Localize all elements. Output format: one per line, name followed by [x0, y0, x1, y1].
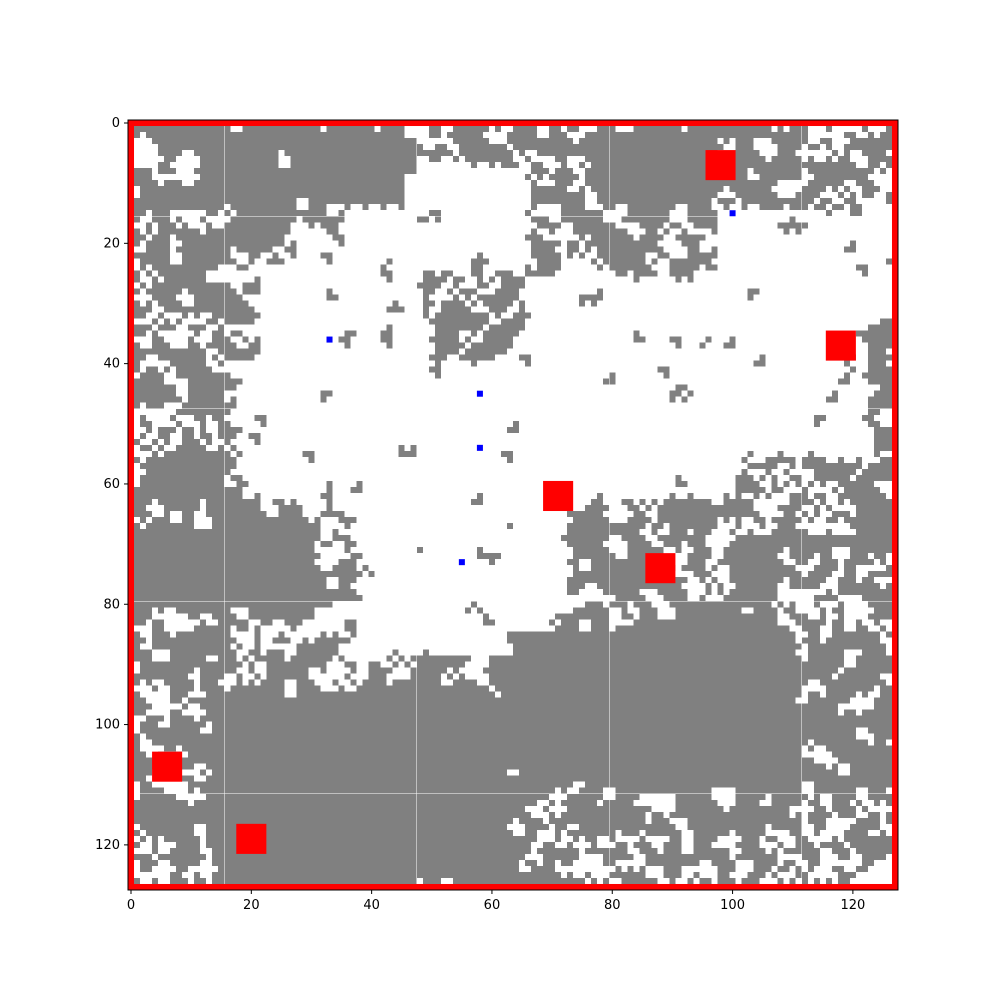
grid-cells [128, 120, 898, 890]
boundary-edge-0 [128, 120, 898, 127]
x-tick-label: 0 [127, 898, 135, 913]
agent-marker [458, 559, 465, 566]
x-tick-label: 120 [840, 898, 865, 913]
goal-marker [152, 751, 183, 782]
y-tick-label: 100 [95, 718, 120, 733]
wall-cells [134, 126, 892, 884]
y-tick-label: 120 [95, 838, 120, 853]
agent-marker [476, 444, 483, 451]
goal-marker [236, 823, 267, 854]
agent-marker [476, 390, 483, 397]
goal-marker [543, 480, 574, 512]
x-tick-label: 100 [720, 898, 745, 913]
boundary-edge-1 [128, 883, 898, 890]
x-tick-label: 20 [243, 898, 260, 913]
agent-marker [326, 336, 333, 343]
y-tick-label: 60 [103, 477, 120, 492]
y-tick-label: 20 [103, 236, 120, 251]
goal-marker [825, 330, 856, 361]
markers [152, 150, 856, 854]
boundary-walls [128, 120, 898, 890]
x-tick-label: 40 [363, 898, 380, 913]
goal-marker [645, 553, 676, 584]
goal-marker [705, 150, 736, 181]
x-tick-label: 60 [484, 898, 501, 913]
axis-ticks: 0 20 40 60 80 100 120 0 20 40 60 80 100 120 [95, 116, 865, 913]
y-tick-label: 40 [103, 357, 120, 372]
x-tick-label: 80 [604, 898, 621, 913]
agent-marker [729, 210, 736, 217]
y-tick-label: 80 [103, 597, 120, 612]
y-tick-label: 0 [112, 116, 120, 131]
boundary-edge-3 [891, 120, 898, 890]
plot-frame [127, 119, 899, 891]
boundary-edge-2 [128, 120, 135, 890]
